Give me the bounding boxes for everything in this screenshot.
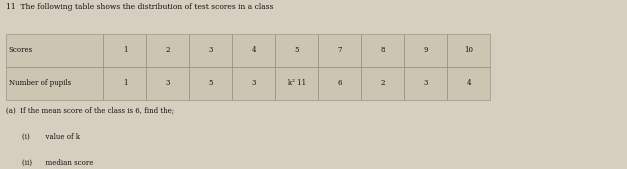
Text: 5: 5 xyxy=(295,46,299,54)
Text: 6: 6 xyxy=(337,79,342,87)
FancyBboxPatch shape xyxy=(6,34,103,67)
FancyBboxPatch shape xyxy=(361,67,404,100)
FancyBboxPatch shape xyxy=(103,67,147,100)
Text: (i)       value of k: (i) value of k xyxy=(22,133,80,141)
FancyBboxPatch shape xyxy=(447,34,490,67)
Text: (ii)      median score: (ii) median score xyxy=(22,159,93,167)
Text: 7: 7 xyxy=(337,46,342,54)
Text: k² 11: k² 11 xyxy=(288,79,306,87)
Text: 2: 2 xyxy=(166,46,170,54)
FancyBboxPatch shape xyxy=(404,34,447,67)
FancyBboxPatch shape xyxy=(147,67,189,100)
FancyBboxPatch shape xyxy=(404,67,447,100)
FancyBboxPatch shape xyxy=(147,34,189,67)
FancyBboxPatch shape xyxy=(361,34,404,67)
Text: Scores: Scores xyxy=(9,46,33,54)
FancyBboxPatch shape xyxy=(189,34,233,67)
FancyBboxPatch shape xyxy=(319,67,361,100)
Text: Number of pupils: Number of pupils xyxy=(9,79,71,87)
Text: 2: 2 xyxy=(381,79,385,87)
Text: 5: 5 xyxy=(209,79,213,87)
FancyBboxPatch shape xyxy=(275,67,319,100)
FancyBboxPatch shape xyxy=(6,67,103,100)
FancyBboxPatch shape xyxy=(319,34,361,67)
Text: 3: 3 xyxy=(166,79,170,87)
FancyBboxPatch shape xyxy=(275,34,319,67)
Text: (a)  If the mean score of the class is 6, find the;: (a) If the mean score of the class is 6,… xyxy=(6,106,174,114)
Text: 9: 9 xyxy=(423,46,428,54)
FancyBboxPatch shape xyxy=(233,67,275,100)
FancyBboxPatch shape xyxy=(233,34,275,67)
Text: 4: 4 xyxy=(251,46,256,54)
FancyBboxPatch shape xyxy=(189,67,233,100)
Text: 1: 1 xyxy=(123,79,127,87)
Text: 11  The following table shows the distribution of test scores in a class: 11 The following table shows the distrib… xyxy=(6,3,274,11)
Text: 3: 3 xyxy=(209,46,213,54)
FancyBboxPatch shape xyxy=(447,67,490,100)
Text: 8: 8 xyxy=(381,46,385,54)
Text: 4: 4 xyxy=(466,79,471,87)
Text: 3: 3 xyxy=(251,79,256,87)
FancyBboxPatch shape xyxy=(103,34,147,67)
Text: 10: 10 xyxy=(464,46,473,54)
Text: 3: 3 xyxy=(423,79,428,87)
Text: 1: 1 xyxy=(123,46,127,54)
